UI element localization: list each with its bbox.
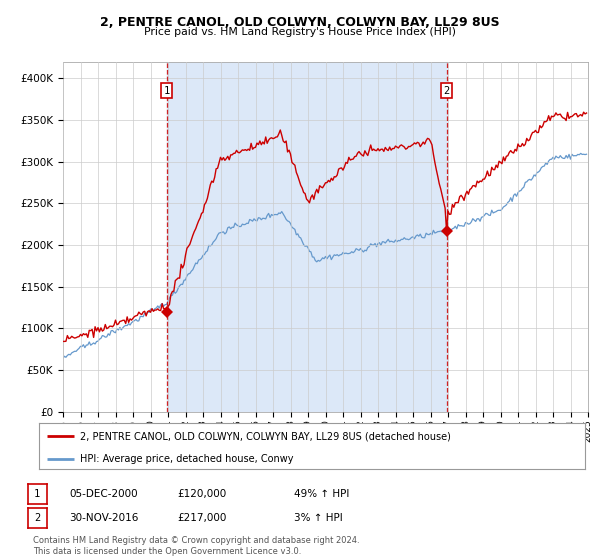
Text: 1: 1 [163,86,170,96]
Bar [167,62,446,412]
Text: 2, PENTRE CANOL, OLD COLWYN, COLWYN BAY, LL29 8US (detached house): 2, PENTRE CANOL, OLD COLWYN, COLWYN BAY,… [80,431,451,441]
Text: 2: 2 [34,513,40,523]
Text: This data is licensed under the Open Government Licence v3.0.: This data is licensed under the Open Gov… [33,548,301,557]
Text: HPI: Average price, detached house, Conwy: HPI: Average price, detached house, Conw… [80,454,293,464]
Text: 49% ↑ HPI: 49% ↑ HPI [294,489,349,499]
Text: £217,000: £217,000 [177,513,226,523]
Text: Contains HM Land Registry data © Crown copyright and database right 2024.: Contains HM Land Registry data © Crown c… [33,536,359,545]
Text: 1: 1 [34,489,40,499]
Text: 2, PENTRE CANOL, OLD COLWYN, COLWYN BAY, LL29 8US: 2, PENTRE CANOL, OLD COLWYN, COLWYN BAY,… [100,16,500,29]
Text: 3% ↑ HPI: 3% ↑ HPI [294,513,343,523]
Text: 2: 2 [443,86,449,96]
Text: £120,000: £120,000 [177,489,226,499]
Text: 30-NOV-2016: 30-NOV-2016 [69,513,139,523]
Text: 05-DEC-2000: 05-DEC-2000 [69,489,137,499]
Text: Price paid vs. HM Land Registry's House Price Index (HPI): Price paid vs. HM Land Registry's House … [144,27,456,37]
